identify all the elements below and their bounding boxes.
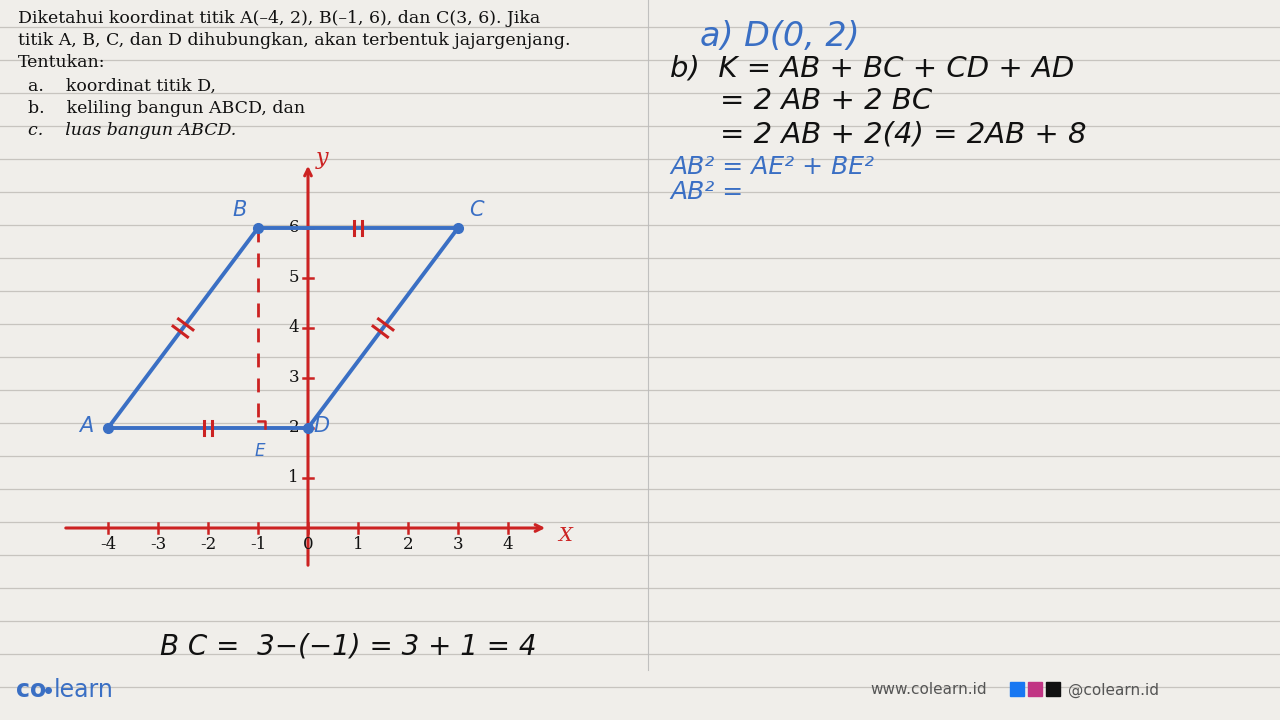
Text: titik A, B, C, dan D dihubungkan, akan terbentuk jajargenjang.: titik A, B, C, dan D dihubungkan, akan t… <box>18 32 571 49</box>
Text: 4: 4 <box>503 536 513 553</box>
Text: X: X <box>558 527 572 545</box>
Text: AB² =: AB² = <box>669 180 751 204</box>
Text: 3: 3 <box>288 369 300 387</box>
Text: AB² = AE² + BE²: AB² = AE² + BE² <box>669 155 874 179</box>
Text: learn: learn <box>54 678 114 702</box>
Text: co: co <box>15 678 46 702</box>
Text: 4: 4 <box>288 320 300 336</box>
Text: @colearn.id: @colearn.id <box>1068 683 1158 698</box>
Text: 1: 1 <box>353 536 364 553</box>
Text: 2: 2 <box>288 420 300 436</box>
Text: c.    luas bangun ABCD.: c. luas bangun ABCD. <box>28 122 237 139</box>
Bar <box>1010 682 1024 696</box>
Text: 1: 1 <box>288 469 300 487</box>
Text: 2: 2 <box>403 536 413 553</box>
Text: = 2 AB + 2 BC: = 2 AB + 2 BC <box>719 87 932 115</box>
Text: -3: -3 <box>150 536 166 553</box>
Text: B C =  3−(−1) = 3 + 1 = 4: B C = 3−(−1) = 3 + 1 = 4 <box>160 633 536 661</box>
Text: 0: 0 <box>302 536 314 553</box>
Text: 6: 6 <box>288 220 300 236</box>
Text: 5: 5 <box>288 269 300 287</box>
Text: www.colearn.id: www.colearn.id <box>870 683 987 698</box>
Text: y: y <box>316 147 329 169</box>
Text: a.    koordinat titik D,: a. koordinat titik D, <box>28 78 216 95</box>
Text: b.    keliling bangun ABCD, dan: b. keliling bangun ABCD, dan <box>28 100 305 117</box>
Text: a) D(0, 2): a) D(0, 2) <box>700 20 860 53</box>
Bar <box>1028 682 1042 696</box>
Text: Tentukan:: Tentukan: <box>18 54 105 71</box>
Bar <box>1046 682 1060 696</box>
Text: -4: -4 <box>100 536 116 553</box>
Text: 3: 3 <box>453 536 463 553</box>
Text: Diketahui koordinat titik A(–4, 2), B(–1, 6), dan C(3, 6). Jika: Diketahui koordinat titik A(–4, 2), B(–1… <box>18 10 540 27</box>
Text: D: D <box>314 416 330 436</box>
Text: C: C <box>468 200 484 220</box>
Text: B: B <box>233 200 247 220</box>
Text: -2: -2 <box>200 536 216 553</box>
Text: b)  K = AB + BC + CD + AD: b) K = AB + BC + CD + AD <box>669 54 1074 82</box>
Text: A: A <box>79 416 93 436</box>
Text: -1: -1 <box>250 536 266 553</box>
Text: = 2 AB + 2(4) = 2AB + 8: = 2 AB + 2(4) = 2AB + 8 <box>719 120 1087 148</box>
Text: E: E <box>255 442 265 460</box>
